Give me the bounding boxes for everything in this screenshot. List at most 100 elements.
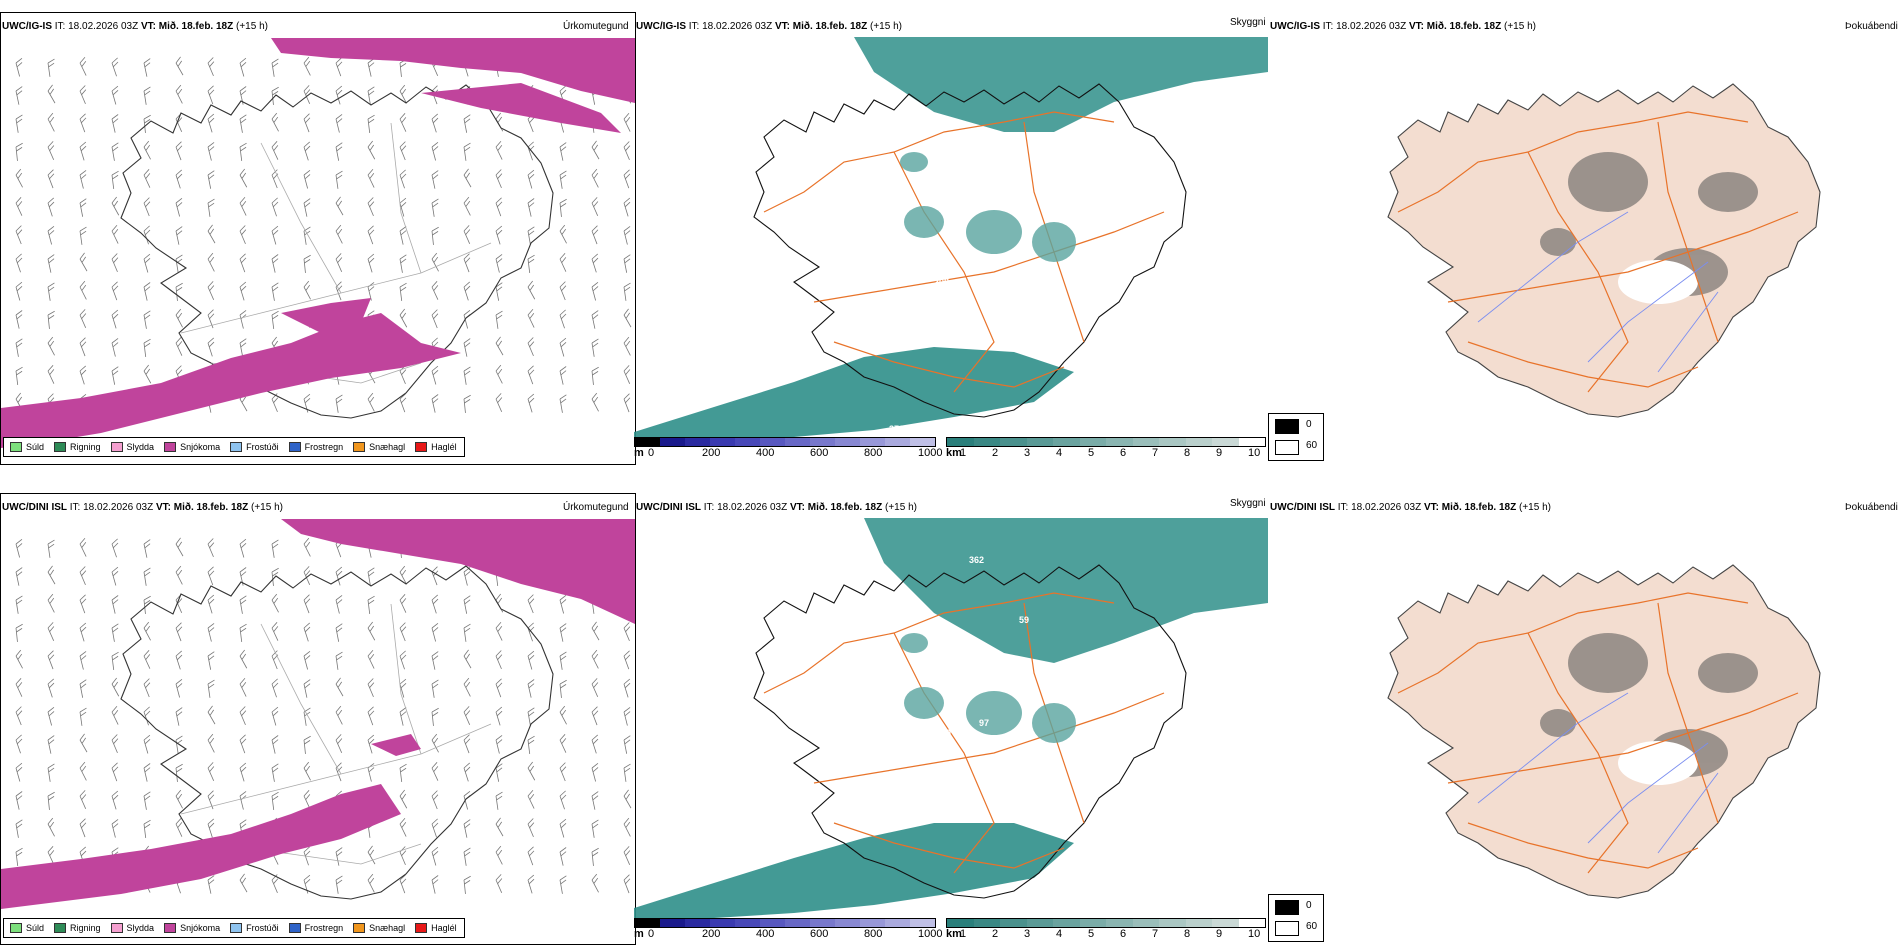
- visibility-color-step: [1026, 919, 1053, 927]
- visibility-color-step: [1026, 438, 1053, 446]
- scale-tick-label: 800: [864, 447, 883, 459]
- visibility-color-step: [947, 919, 974, 927]
- ceiling-color-step: [710, 438, 735, 446]
- legend-label: Haglél: [431, 442, 457, 452]
- legend-swatch: [230, 442, 243, 452]
- ceiling-color-step: [785, 919, 810, 927]
- fog-panel-1: [1268, 12, 1900, 463]
- legend-item: Frostúði: [230, 923, 279, 933]
- legend-label: Snjókoma: [180, 923, 221, 933]
- legend-label: Frostregn: [304, 442, 344, 452]
- scale-tick-label: 2: [992, 447, 999, 459]
- scale-tick-label: 6: [1120, 447, 1127, 459]
- ceiling-color-step: [910, 919, 935, 927]
- scale-tick-label: 6: [1120, 928, 1127, 940]
- cloud-title-1: Skyggni: [1230, 17, 1266, 28]
- legend-swatch: [110, 442, 123, 452]
- legend-item: Frostúði: [230, 442, 279, 452]
- fog-title-1: Þokuábendi: [1845, 21, 1898, 32]
- scale-tick-label: 400: [756, 928, 775, 940]
- legend-item: Slydda: [110, 923, 155, 933]
- visibility-color-step: [1238, 438, 1265, 446]
- legend-item: Haglél: [415, 923, 457, 933]
- scale-unit: m: [634, 928, 644, 940]
- legend-label: Haglél: [431, 923, 457, 933]
- scale-tick-label: 800: [864, 928, 883, 940]
- scale-tick-label: 200: [702, 447, 721, 459]
- scale-unit: km: [946, 447, 962, 459]
- scale-unit: m: [634, 447, 644, 459]
- ceiling-color-step: [860, 919, 885, 927]
- cloud-title-2: Skyggni: [1230, 498, 1266, 509]
- cloud-map-1: [634, 37, 1268, 444]
- cloud-panel-2: 362 59 97 190: [634, 493, 1268, 943]
- visibility-color-step: [1238, 919, 1265, 927]
- precip-title-2: Úrkomutegund: [563, 502, 629, 513]
- legend-item: Rigning: [54, 923, 101, 933]
- scale-tick-label: 10: [1248, 447, 1261, 459]
- visibility-color-step: [1159, 438, 1186, 446]
- legend-label: Slydda: [126, 442, 155, 452]
- visibility-color-step: [1159, 919, 1186, 927]
- iceland-outline: [1387, 564, 1821, 899]
- precip-header-1: UWC/IG-IS IT: 18.02.2026 03Z VT: Mið. 18…: [2, 21, 268, 32]
- visibility-value-label: 208: [934, 277, 950, 287]
- scale-tick-label: 2: [992, 928, 999, 940]
- scale-tick-label: 9: [1216, 447, 1223, 459]
- legend-label: Snæhagl: [369, 442, 406, 452]
- legend-item: Snæhagl: [353, 442, 405, 452]
- visibility-color-step: [1106, 919, 1133, 927]
- legend-swatch: [353, 442, 366, 452]
- ceiling-color-step: [660, 919, 685, 927]
- visibility-colorbar-1: [946, 437, 1266, 447]
- legend-item: Frostregn: [288, 442, 344, 452]
- fog-title-2: Þokuábendi: [1845, 502, 1898, 513]
- legend-item: Súld: [10, 923, 44, 933]
- scale-tick-label: 1000: [918, 447, 943, 459]
- legend-swatch: [288, 442, 301, 452]
- visibility-scale-labels-2: km 1 2 3 4 5 6 7 8 9 10: [946, 928, 1266, 942]
- legend-item: Snjókoma: [164, 442, 220, 452]
- legend-swatch: [54, 442, 67, 452]
- legend-item: Slydda: [110, 442, 155, 452]
- ceiling-scale-labels-2: m 0 200 400 600 800 1000: [634, 928, 944, 942]
- legend-label: Rigning: [70, 923, 101, 933]
- legend-swatch: [54, 923, 67, 933]
- scale-tick-label: 7: [1152, 447, 1159, 459]
- precip-legend-2: Súld Rigning Slydda Snjókoma Frostúði Frostre…: [3, 918, 465, 938]
- ceiling-color-step: [785, 438, 810, 446]
- ceiling-color-step: [635, 919, 660, 927]
- visibility-color-step: [1185, 919, 1212, 927]
- visibility-color-step: [1053, 438, 1080, 446]
- precip-map-1: [1, 38, 635, 448]
- visibility-color-step: [947, 438, 974, 446]
- legend-swatch: [164, 442, 177, 452]
- visibility-value-label: 59: [1019, 615, 1030, 625]
- legend-label: Slydda: [126, 923, 155, 933]
- fog-header-2: UWC/DINI ISL IT: 18.02.2026 03Z VT: Mið.…: [1270, 502, 1551, 513]
- visibility-color-step: [1212, 919, 1239, 927]
- precip-map-2: [1, 519, 635, 909]
- cloud-header-1: UWC/IG-IS IT: 18.02.2026 03Z VT: Mið. 18…: [636, 21, 902, 32]
- scale-tick-label: 600: [810, 928, 829, 940]
- legend-label: Frostúði: [246, 923, 279, 933]
- visibility-scale-labels-1: km 1 2 3 4 5 6 7 8 9 10: [946, 447, 1266, 461]
- scale-tick-label: 4: [1056, 928, 1063, 940]
- scale-tick-label: 0: [648, 928, 655, 940]
- ceiling-color-step: [685, 919, 710, 927]
- legend-swatch: [10, 442, 22, 452]
- visibility-colorbar-2: [946, 918, 1266, 928]
- scale-tick-label: 7: [1152, 928, 1159, 940]
- scale-tick-label: 9: [1216, 928, 1223, 940]
- ceiling-color-step: [685, 438, 710, 446]
- fog-header-1: UWC/IG-IS IT: 18.02.2026 03Z VT: Mið. 18…: [1270, 21, 1536, 32]
- legend-swatch: [415, 442, 428, 452]
- legend-swatch: [415, 923, 428, 933]
- ceiling-color-step: [810, 438, 835, 446]
- ceiling-color-step: [760, 438, 785, 446]
- ceiling-color-step: [910, 438, 935, 446]
- ceiling-color-step: [735, 919, 760, 927]
- iceland-outline: [120, 84, 554, 419]
- ceiling-color-step: [835, 438, 860, 446]
- visibility-color-step: [1079, 438, 1106, 446]
